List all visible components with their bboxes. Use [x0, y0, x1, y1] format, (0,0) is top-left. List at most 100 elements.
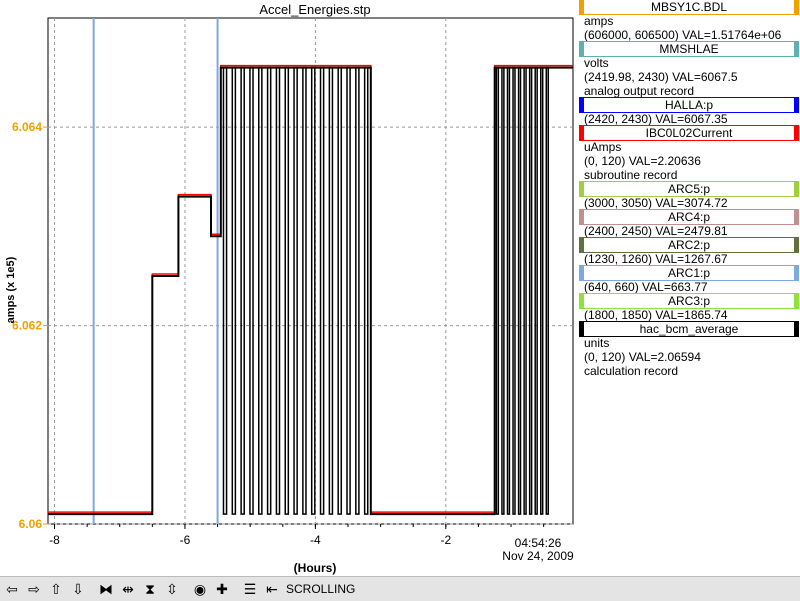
- series-spike: [495, 66, 500, 515]
- series-spike: [293, 66, 298, 515]
- legend-entry[interactable]: ARC1:p (640, 660) VAL=663.77: [578, 265, 800, 294]
- legend-entry-detail: (2419.98, 2430) VAL=6067.5: [584, 70, 738, 84]
- legend-entry[interactable]: MBSY1C.BDL amps (606000, 606500) VAL=1.517…: [578, 0, 800, 42]
- pan-up-icon: ⇧: [50, 580, 62, 597]
- legend-entry-detail: (0, 120) VAL=2.06594: [584, 350, 701, 364]
- zoom-y-in-icon: ⧗: [145, 580, 155, 597]
- series-line-ibc0l02current: [48, 64, 573, 513]
- legend-entry-name[interactable]: ARC5:p: [579, 181, 799, 197]
- series-spike: [534, 66, 538, 515]
- pan-down-icon: ⇩: [72, 580, 84, 597]
- series-spike: [302, 66, 307, 515]
- toolbar: ⇦ ⇨ ⇧ ⇩ ⧓ ⇹ ⧗ ⇳ ◉ ✚ ☰ ⇤ SCROLLING: [0, 576, 800, 601]
- legend-entry-detail: (2420, 2430) VAL=6067.35: [584, 112, 728, 126]
- x-tick-label: -2: [440, 533, 451, 547]
- data-series: [48, 64, 573, 516]
- pan-right-icon: ⇨: [28, 580, 40, 597]
- add-icon: ✚: [216, 580, 228, 597]
- x-tick-label: -8: [49, 533, 60, 547]
- legend-entry-detail: (640, 660) VAL=663.77: [584, 280, 708, 294]
- series-spike: [328, 66, 334, 515]
- pan-right-button[interactable]: ⇨: [24, 579, 44, 599]
- zoom-y-out-button[interactable]: ⇳: [162, 579, 182, 599]
- legend-entry-detail: (3000, 3050) VAL=3074.72: [584, 196, 728, 210]
- legend-entry-name[interactable]: IBC0L02Current: [579, 125, 799, 141]
- chart-area[interactable]: Accel_Energies.stp 6.06 6.062 6.064 -8 -6 -4…: [0, 0, 578, 576]
- legend-entry-name[interactable]: ARC4:p: [579, 209, 799, 225]
- legend-entry-detail: (1230, 1260) VAL=1267.67: [584, 252, 728, 266]
- series-spike: [284, 66, 290, 515]
- legend-entry-name[interactable]: MMSHLAE: [579, 41, 799, 57]
- pan-left-icon: ⇦: [6, 580, 18, 597]
- reset-button[interactable]: ◉: [190, 579, 210, 599]
- legend-entry-detail: analog output record: [584, 84, 695, 98]
- legend-entry-name[interactable]: ARC2:p: [579, 237, 799, 253]
- series-spike: [275, 66, 281, 515]
- series-spike: [337, 66, 343, 515]
- legend-entry-name[interactable]: MBSY1C.BDL: [579, 0, 799, 15]
- y-axis: 6.06 6.062 6.064: [12, 120, 48, 531]
- legend: MBSY1C.BDL amps (606000, 606500) VAL=1.517…: [578, 0, 800, 576]
- plot-frame: [47, 17, 574, 525]
- scroll-mode-icon: ⇤: [266, 580, 278, 597]
- series-spike: [501, 66, 505, 515]
- series-spike: [355, 66, 360, 515]
- x-axis: -8 -6 -4 -2: [49, 524, 545, 547]
- zoom-x-in-button[interactable]: ⧓: [96, 579, 116, 599]
- series-spike: [528, 66, 533, 515]
- series-spike: [346, 66, 351, 515]
- legend-entry-detail: uAmps: [584, 140, 622, 154]
- zoom-x-out-icon: ⇹: [122, 580, 134, 597]
- legend-entry[interactable]: ARC4:p (2400, 2450) VAL=2479.81: [578, 209, 800, 238]
- series-spike: [266, 66, 272, 515]
- pan-left-button[interactable]: ⇦: [2, 579, 22, 599]
- series-spike: [523, 66, 527, 515]
- y-tick-label: 6.06: [19, 517, 43, 531]
- pan-down-button[interactable]: ⇩: [68, 579, 88, 599]
- series-spike: [540, 66, 544, 515]
- series-spike: [512, 66, 516, 515]
- config-button[interactable]: ☰: [240, 579, 260, 599]
- legend-entry-detail: (1800, 1850) VAL=1865.74: [584, 308, 728, 322]
- x-tick-label: -6: [180, 533, 191, 547]
- y-tick-label: 6.064: [12, 120, 42, 134]
- zoom-x-in-icon: ⧓: [99, 580, 113, 597]
- chart-title: Accel_Energies.stp: [259, 2, 370, 17]
- legend-entry-name[interactable]: ARC3:p: [579, 293, 799, 309]
- legend-entry-name[interactable]: ARC1:p: [579, 265, 799, 281]
- legend-entry-detail: (606000, 606500) VAL=1.51764e+06: [584, 28, 782, 42]
- series-spike: [249, 66, 254, 515]
- series-spike: [310, 66, 316, 515]
- legend-entry[interactable]: IBC0L02Current uAmps (0, 120) VAL=2.20636 s…: [578, 125, 800, 182]
- y-axis-label: amps (x 1e5): [5, 256, 17, 323]
- legend-entry-detail: volts: [584, 56, 609, 70]
- legend-entry[interactable]: MMSHLAE volts (2419.98, 2430) VAL=6067.5 an…: [578, 41, 800, 98]
- date-label: Nov 24, 2009: [502, 549, 574, 563]
- legend-entry-name[interactable]: hac_bcm_average: [579, 321, 799, 337]
- zoom-y-in-button[interactable]: ⧗: [140, 579, 160, 599]
- legend-entry[interactable]: hac_bcm_average units (0, 120) VAL=2.06594…: [578, 321, 800, 378]
- y-tick-label: 6.062: [12, 319, 42, 333]
- config-icon: ☰: [243, 580, 257, 597]
- legend-entry-detail: (2400, 2450) VAL=2479.81: [584, 224, 728, 238]
- pan-up-button[interactable]: ⇧: [46, 579, 66, 599]
- zoom-y-out-icon: ⇳: [166, 580, 178, 597]
- x-axis-label: (Hours): [294, 561, 337, 575]
- series-spike: [319, 66, 325, 515]
- zoom-x-out-button[interactable]: ⇹: [118, 579, 138, 599]
- series-line-mbsy1c: [48, 66, 573, 516]
- legend-entry-name[interactable]: HALLA:p: [579, 97, 799, 113]
- reset-icon: ◉: [193, 580, 207, 597]
- legend-entry[interactable]: ARC3:p (1800, 1850) VAL=1865.74: [578, 293, 800, 322]
- add-button[interactable]: ✚: [212, 579, 232, 599]
- series-spike: [506, 66, 511, 515]
- legend-entry-detail: amps: [584, 14, 614, 28]
- toolbar-buttons: ⇦ ⇨ ⇧ ⇩ ⧓ ⇹ ⧗ ⇳ ◉ ✚ ☰ ⇤: [0, 579, 282, 599]
- scroll-mode-button[interactable]: ⇤: [262, 579, 282, 599]
- legend-entry-detail: (0, 120) VAL=2.20636: [584, 154, 701, 168]
- legend-entry[interactable]: ARC5:p (3000, 3050) VAL=3074.72: [578, 181, 800, 210]
- series-spike: [240, 66, 245, 515]
- time-label: 04:54:26: [515, 536, 562, 550]
- legend-entry[interactable]: HALLA:p (2420, 2430) VAL=6067.35: [578, 97, 800, 126]
- legend-entry[interactable]: ARC2:p (1230, 1260) VAL=1267.67: [578, 237, 800, 266]
